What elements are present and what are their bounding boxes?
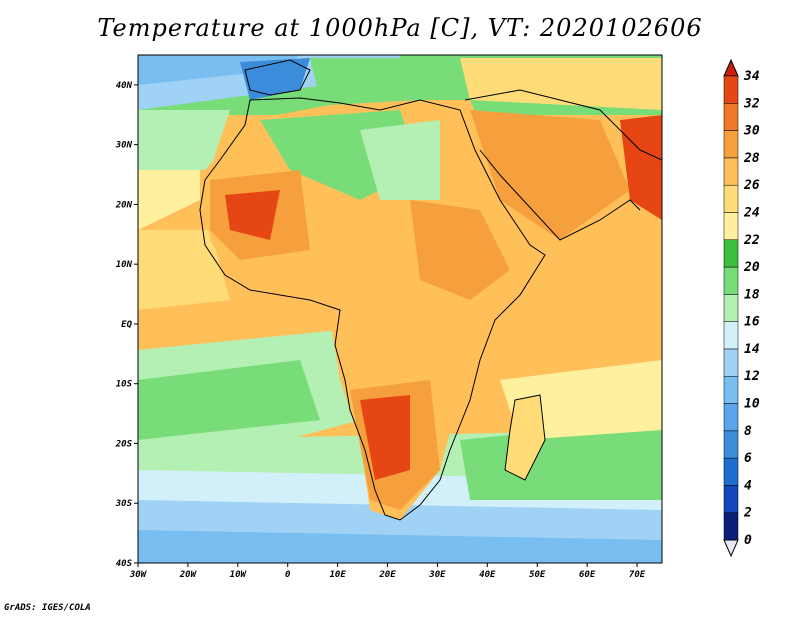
colorbar-label: 12	[744, 369, 760, 384]
colorbar-box	[723, 294, 739, 322]
coastlines	[199, 59, 662, 521]
colorbar-box	[723, 184, 739, 213]
colorbar-label: 30	[743, 124, 760, 139]
credit-text: GrADS: IGES/COLA	[4, 603, 91, 613]
colorbar-label: 28	[743, 151, 760, 166]
colorbar-label: 16	[744, 315, 760, 330]
x-tick-label: 0	[285, 570, 291, 580]
colorbar-max-arrow	[723, 58, 739, 77]
y-tick-label: 30N	[115, 141, 133, 151]
x-tick-label: 20W	[179, 570, 198, 580]
colorbar-label: 10	[744, 397, 760, 412]
colorbar-label: 14	[744, 342, 760, 357]
colorbar-label: 20	[743, 260, 760, 275]
x-tick-label: 30E	[428, 570, 446, 580]
map-title: Temperature at 1000hPa [C], VT: 20201026…	[97, 14, 703, 42]
x-tick-label: 60E	[579, 570, 596, 580]
x-tick-label: 70E	[629, 570, 646, 580]
y-tick-label: 40S	[116, 559, 133, 569]
x-tick-label: 30W	[129, 570, 148, 580]
colorbar-label: 32	[743, 96, 760, 111]
colorbar-label: 26	[743, 178, 760, 193]
x-tick-label: 50E	[529, 570, 546, 580]
colorbar-min-arrow	[723, 539, 739, 558]
x-tick-label: 10E	[329, 570, 346, 580]
colorbar-label: 4	[744, 478, 752, 493]
colorbar-box	[723, 239, 739, 268]
colorbar-box	[723, 348, 739, 377]
colorbar-box	[723, 321, 739, 350]
y-tick-label: 20S	[115, 439, 133, 449]
colorbar-box	[723, 130, 739, 159]
colorbar-label: 24	[743, 205, 760, 220]
colorbar-box	[723, 212, 739, 241]
colorbar-label: 34	[743, 69, 760, 84]
map-frame	[137, 54, 663, 564]
colorbar-label: 8	[744, 424, 752, 439]
y-tick-label: EQ	[121, 320, 132, 330]
y-tick-label: 20N	[115, 200, 133, 210]
y-tick-label: 10N	[116, 260, 133, 270]
temperature-field	[138, 55, 662, 563]
colorbar-box	[723, 157, 739, 186]
colorbar-box	[723, 485, 739, 513]
colorbar-label: 0	[744, 533, 752, 548]
colorbar-box	[723, 75, 739, 104]
colorbar-label: 2	[743, 506, 752, 521]
colorbar-box	[723, 457, 739, 486]
longitude-axis: 30W 20W 10W 0 10E 20E 30E 40E 50E 60E 70E	[129, 563, 646, 580]
colorbar-box	[723, 403, 739, 432]
colorbar-box	[723, 266, 739, 295]
colorbar-box	[723, 103, 739, 131]
colorbar-label: 22	[743, 233, 760, 248]
x-tick-label: 10W	[230, 570, 248, 580]
y-tick-label: 10S	[116, 380, 133, 390]
colorbar-label: 6	[744, 451, 752, 466]
latitude-axis: 40N 30N 20N 10N EQ 10S 20S 30S 40S	[115, 81, 138, 569]
x-tick-label: 20E	[378, 570, 396, 580]
y-tick-label: 30S	[115, 499, 133, 509]
colorbar-box	[723, 512, 739, 541]
x-tick-label: 40E	[479, 570, 496, 580]
y-tick-label: 40N	[116, 81, 133, 91]
colorbar-label: 18	[744, 287, 760, 302]
colorbar-box	[723, 430, 739, 459]
colorbar-box	[723, 375, 739, 404]
